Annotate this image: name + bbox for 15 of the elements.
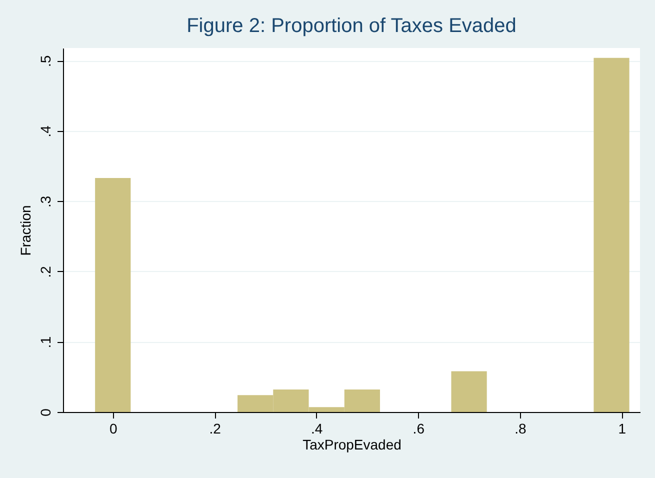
y-tick-label: .1 (38, 336, 54, 348)
x-axis-title: TaxPropEvaded (302, 436, 402, 452)
x-tick-label: .2 (209, 420, 222, 436)
y-tick-label: .4 (38, 125, 54, 138)
y-axis-title: Fraction (18, 205, 34, 256)
y-tick-label: 0 (38, 408, 54, 416)
y-tick-label: .5 (38, 55, 54, 67)
x-tick-label: .8 (514, 420, 526, 436)
y-tick-label: .3 (38, 196, 54, 208)
x-tick-label: .6 (412, 420, 425, 436)
x-tick-label: 0 (109, 420, 118, 436)
x-tick-label: 1 (618, 420, 626, 436)
chart-title: Figure 2: Proportion of Taxes Evaded (186, 15, 516, 37)
x-tick-label: .4 (311, 420, 323, 436)
y-tick-label: .2 (38, 266, 54, 278)
